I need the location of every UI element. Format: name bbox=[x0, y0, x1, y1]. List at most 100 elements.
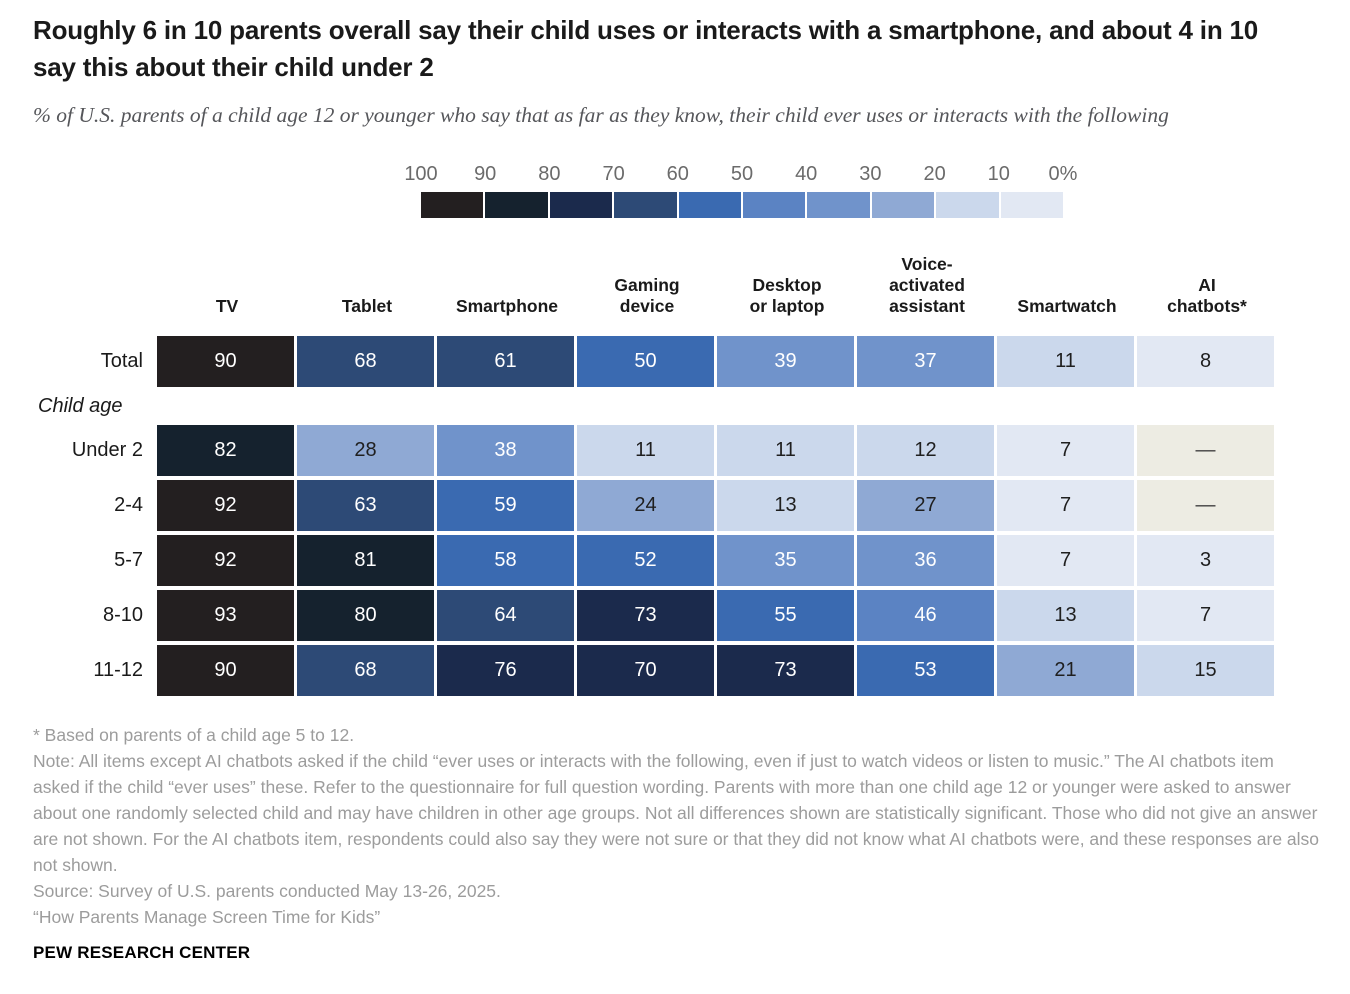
heatmap-cell: 12 bbox=[857, 425, 994, 476]
heatmap-table: TV Tablet Smartphone Gaming device Desktop o… bbox=[33, 228, 1323, 696]
heatmap-cell: 68 bbox=[297, 645, 434, 696]
heatmap-cell: 46 bbox=[857, 590, 994, 641]
legend-tick: 70 bbox=[602, 163, 625, 185]
legend-tick-labels: 100 90 80 70 60 50 40 30 20 10 0% bbox=[404, 163, 1077, 187]
heatmap-cell: — bbox=[1137, 425, 1274, 476]
heatmap-cell: 93 bbox=[157, 590, 294, 641]
column-header: AI chatbots* bbox=[1167, 275, 1247, 316]
table-row: Total 90 68 61 50 39 37 11 8 bbox=[33, 336, 1323, 387]
heatmap-cell: 64 bbox=[437, 590, 574, 641]
legend-color-block bbox=[421, 192, 484, 218]
heatmap-cell: 38 bbox=[437, 425, 574, 476]
legend-color-block bbox=[485, 192, 548, 218]
heatmap-cell: 35 bbox=[717, 535, 854, 586]
heatmap-cell: 21 bbox=[997, 645, 1134, 696]
heatmap-cell: 39 bbox=[717, 336, 854, 387]
legend-tick: 10 bbox=[987, 163, 1010, 185]
legend-tick: 90 bbox=[474, 163, 497, 185]
column-header: Smartphone bbox=[455, 296, 559, 316]
row-label: 8-10 bbox=[102, 604, 143, 626]
heatmap-cell: 55 bbox=[717, 590, 854, 641]
heatmap-cell: 7 bbox=[997, 425, 1134, 476]
heatmap-cell: 90 bbox=[157, 336, 294, 387]
legend-color-block bbox=[1000, 192, 1064, 218]
column-header: Voice- activated assistant bbox=[889, 254, 965, 316]
legend-tick: 40 bbox=[795, 163, 818, 185]
heatmap-cell: 82 bbox=[157, 425, 294, 476]
heatmap-cell: 8 bbox=[1137, 336, 1274, 387]
legend-tick: 60 bbox=[666, 163, 689, 185]
group-row: Child age bbox=[33, 391, 1323, 421]
heatmap-cell: 61 bbox=[437, 336, 574, 387]
legend-tick: 100 bbox=[404, 163, 438, 185]
heatmap-cell: 58 bbox=[437, 535, 574, 586]
heatmap-cell: 92 bbox=[157, 480, 294, 531]
heatmap-cell: 28 bbox=[297, 425, 434, 476]
legend-color-block bbox=[871, 192, 935, 218]
color-scale-legend: 100 90 80 70 60 50 40 30 20 10 0% bbox=[404, 163, 1077, 218]
heatmap-cell: 70 bbox=[577, 645, 714, 696]
column-header: Gaming device bbox=[614, 275, 680, 316]
footnotes: * Based on parents of a child age 5 to 1… bbox=[33, 722, 1323, 930]
heatmap-cell: 7 bbox=[997, 480, 1134, 531]
column-header: Smartwatch bbox=[1017, 296, 1117, 316]
table-row: 2-4 92 63 59 24 13 27 7— bbox=[33, 480, 1323, 531]
heatmap-cell: 37 bbox=[857, 336, 994, 387]
row-label: Total bbox=[100, 350, 143, 372]
heatmap-cell: 3 bbox=[1137, 535, 1274, 586]
heatmap-cell: 27 bbox=[857, 480, 994, 531]
table-row: Under 2 82 28 38 11 11 12 7— bbox=[33, 425, 1323, 476]
row-label: 11-12 bbox=[93, 659, 143, 681]
legend-tick: 20 bbox=[923, 163, 946, 185]
legend-color-block bbox=[807, 192, 870, 218]
heatmap-cell: 73 bbox=[717, 645, 854, 696]
heatmap-cell: 59 bbox=[437, 480, 574, 531]
legend-color-block bbox=[549, 192, 613, 218]
heatmap-cell: 15 bbox=[1137, 645, 1274, 696]
heatmap-cell: 92 bbox=[157, 535, 294, 586]
heatmap-cell: 13 bbox=[997, 590, 1134, 641]
legend-tick: 50 bbox=[730, 163, 754, 185]
heatmap-cell: 24 bbox=[577, 480, 714, 531]
table-row: 8-10 93 80 64 73 55 46 13 7 bbox=[33, 590, 1323, 641]
row-label: 2-4 bbox=[114, 494, 143, 516]
heatmap-cell: 7 bbox=[1137, 590, 1274, 641]
footnote-line: * Based on parents of a child age 5 to 1… bbox=[33, 725, 355, 745]
table-row: 11-12 90 68 76 70 73 53 21 15 bbox=[33, 645, 1323, 696]
heatmap-cell: 50 bbox=[577, 336, 714, 387]
table-rows: Total 90 68 61 50 39 37 11 8 Child age Under 2 82 28… bbox=[33, 336, 1323, 696]
heatmap-cell: 7 bbox=[997, 535, 1134, 586]
legend-tick: 30 bbox=[859, 163, 882, 185]
heatmap-cell: 11 bbox=[577, 425, 714, 476]
heatmap-cell: 68 bbox=[297, 336, 434, 387]
footnote-line: Source: Survey of U.S. parents conducted… bbox=[33, 881, 501, 901]
heatmap-cell: 63 bbox=[297, 480, 434, 531]
table-row: 5-7 92 81 58 52 35 36 7 3 bbox=[33, 535, 1323, 586]
legend-color-block bbox=[936, 192, 999, 218]
row-label: Under 2 bbox=[71, 439, 143, 461]
column-header: TV bbox=[215, 296, 239, 316]
heatmap-cell: 13 bbox=[717, 480, 854, 531]
column-headers: TV Tablet Smartphone Gaming device Desktop o… bbox=[157, 228, 1323, 324]
heatmap-cell: — bbox=[1137, 480, 1274, 531]
footnote-line: “How Parents Manage Screen Time for Kids… bbox=[33, 907, 381, 927]
pew-branding: PEW RESEARCH CENTER bbox=[33, 943, 251, 962]
row-label: 5-7 bbox=[114, 549, 143, 571]
heatmap-cell: 36 bbox=[857, 535, 994, 586]
legend-color-block bbox=[743, 192, 806, 218]
legend-color-block bbox=[678, 192, 742, 218]
column-header: Desktop or laptop bbox=[749, 275, 825, 316]
legend-color-bar bbox=[421, 192, 1064, 218]
heatmap-cell: 76 bbox=[437, 645, 574, 696]
heatmap-cell: 11 bbox=[997, 336, 1134, 387]
footnote-line: Note: All items except AI chatbots asked… bbox=[33, 751, 1320, 875]
heatmap-cell: 53 bbox=[857, 645, 994, 696]
chart-title: Roughly 6 in 10 parents overall say thei… bbox=[33, 15, 1259, 82]
legend-color-block bbox=[614, 192, 677, 218]
heatmap-cell: 52 bbox=[577, 535, 714, 586]
group-label: Child age bbox=[38, 394, 123, 417]
legend-tick: 0% bbox=[1048, 163, 1078, 185]
heatmap-cell: 90 bbox=[157, 645, 294, 696]
chart-subtitle: % of U.S. parents of a child age 12 or y… bbox=[33, 103, 1169, 127]
